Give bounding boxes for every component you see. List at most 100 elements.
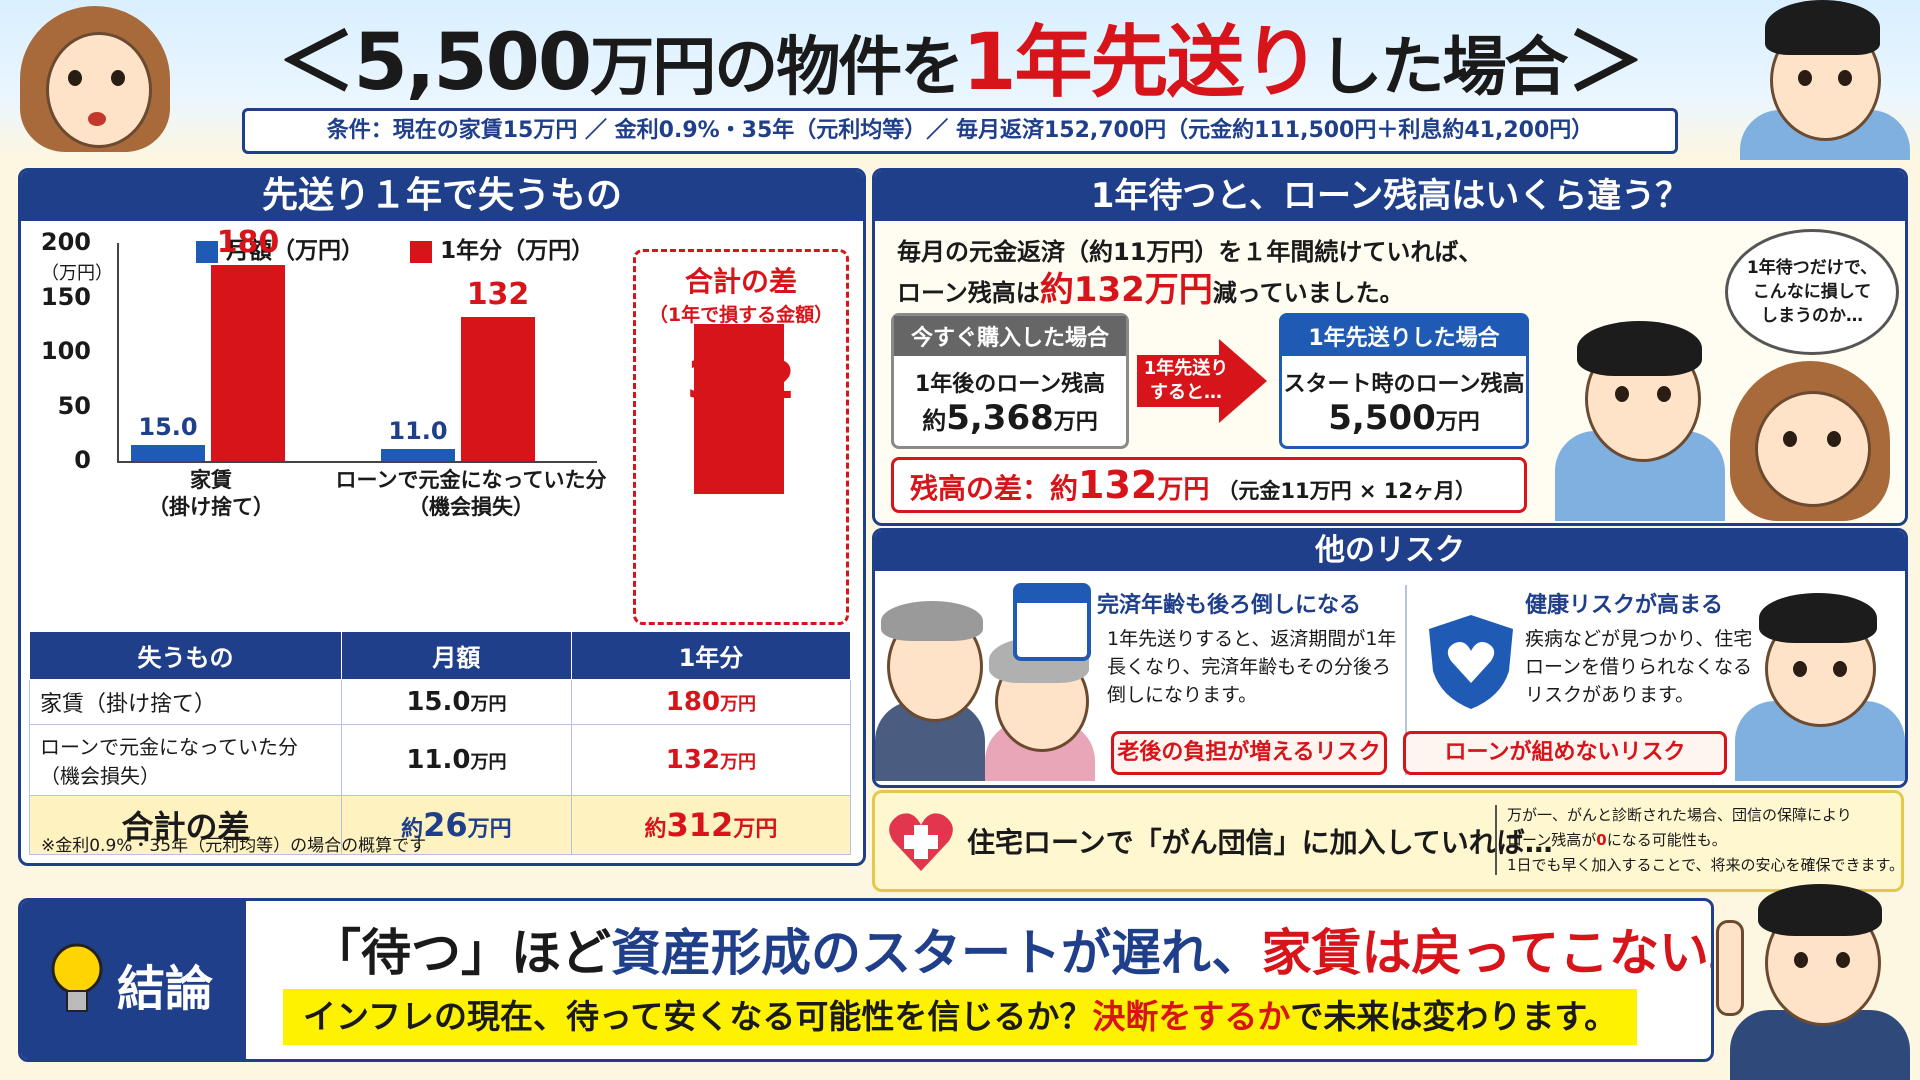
bar-value-label: 15.0 <box>138 412 198 441</box>
row-item: 家賃（掛け捨て） <box>29 679 342 725</box>
lightbulb-icon <box>49 941 105 1021</box>
conclusion-panel: 結論 「待つ」ほど資産形成のスタートが遅れ、家賃は戻ってこない。 インフレの現在… <box>18 898 1714 1062</box>
x-category-label: ローンで元金になっていた分 （機会損失） <box>335 468 607 519</box>
x-category-label: 家賃 （掛け捨て） <box>148 468 274 519</box>
legend-swatch-monthly <box>196 240 218 263</box>
total-diff-box: 合計の差 （1年で損する金額） 万円 312 <box>633 249 849 625</box>
buy-now-line1: 1年後のローン残高 <box>914 372 1106 397</box>
risk-health-head: 健康リスクが高まる <box>1525 593 1724 618</box>
balance-intro: 毎月の元金返済（約11万円）を１年間続けていれば、 ローン残高は約132万円減っ… <box>897 233 1482 312</box>
table-row: ローンで元金になっていた分（機会損失） 11.0万円 132万円 <box>29 724 852 796</box>
loss-panel: 先送り１年で失うもの 月額（万円） 1年分（万円） （万円） 0 50 100 150… <box>18 168 866 866</box>
conditions-bar: 条件：現在の家賃15万円 ／ 金利0.9%・35年（元利均等）／ 毎月返済152… <box>242 108 1678 154</box>
conclusion-label: 結論 <box>117 961 214 1017</box>
footnote: ※金利0.9%・35年（元利均等）の場合の概算です <box>41 836 427 856</box>
cancer-note2: ローン残高が0になる可能性も。 <box>1507 831 1727 849</box>
thought-bubble: 1年待つだけで、こんなに損してしまうのか… <box>1725 229 1899 355</box>
man-pointing-illustration <box>1710 880 1915 1080</box>
th-item: 失うもの <box>29 631 342 680</box>
table-total-row: 合計の差 約26万円 約312万円 <box>29 795 852 855</box>
thought-text: 1年待つだけで、こんなに損してしまうのか… <box>1746 258 1878 326</box>
row-yearly: 132万円 <box>570 724 852 796</box>
conclusion-line2: インフレの現在、待って安くなる可能性を信じるか？決断をするかで未来は変わります。 <box>283 989 1638 1045</box>
heart-plus-icon <box>887 807 955 875</box>
risk-health: 健康リスクが高まる 疾病などが見つかり、住宅ローンを借りられなくなるリスクがあり… <box>1525 587 1755 709</box>
cancer-note: 万が一、がんと診断された場合、団信の保障により ローン残高が0になる可能性も。 … <box>1507 803 1904 878</box>
row-yearly: 180万円 <box>570 679 852 725</box>
balance-panel-title: 1年待つと、ローン残高はいくら違う？ <box>875 171 1905 221</box>
legend-monthly: 月額（万円） <box>226 238 365 264</box>
th-yearly: 1年分 <box>570 631 852 680</box>
row-monthly: 15.0万円 <box>340 679 572 725</box>
bar-value-label: 11.0 <box>388 417 448 445</box>
legend-swatch-yearly <box>410 240 433 263</box>
delay-value: 5,500万円 <box>1328 398 1480 438</box>
risk-age-head: 完済年齢も後ろ倒しになる <box>1097 593 1362 618</box>
woman-surprised-illustration <box>8 2 183 152</box>
intro-line1: 毎月の元金返済（約11万円）を１年間続けていれば、 <box>897 238 1483 266</box>
y-tick-label: 200 <box>40 228 91 256</box>
y-unit-label: （万円） <box>41 263 113 284</box>
balance-panel: 1年待つと、ローン残高はいくら違う？ 毎月の元金返済（約11万円）を１年間続けて… <box>872 168 1908 526</box>
man-worried-illustration <box>1735 581 1905 781</box>
buy-now-box: 今すぐ購入した場合 1年後のローン残高 約5,368万円 <box>891 313 1129 449</box>
total-label: 合計の差 <box>29 795 342 855</box>
total-yearly: 約312万円 <box>570 795 852 855</box>
total-box-title: 合計の差 <box>684 265 797 298</box>
delay-head: 1年先送りした場合 <box>1282 316 1526 356</box>
bar-yearly <box>461 317 535 461</box>
th-monthly: 月額 <box>340 631 572 680</box>
risk-age-tag: 老後の負担が増えるリスク <box>1111 731 1387 775</box>
loss-table: 失うもの 月額 1年分 家賃（掛け捨て） 15.0万円 180万円 ローンで元金… <box>29 631 852 855</box>
buy-now-value: 約5,368万円 <box>922 398 1098 438</box>
arrow-text: 1年先送りすると… <box>1143 358 1229 403</box>
bar-monthly <box>131 444 205 461</box>
conclusion-label-block: 結論 <box>21 901 246 1059</box>
balance-diff: 残高の差：約132万円 （元金11万円 × 12ヶ月） <box>891 457 1527 513</box>
row-item: ローンで元金になっていた分（機会損失） <box>29 724 342 796</box>
calendar-icon <box>1013 583 1091 661</box>
intro-line2: ローン残高は約132万円減っていました。 <box>897 270 1404 310</box>
bar-yearly <box>211 264 285 461</box>
cancer-note3: 1日でも早く加入することで、将来の安心を確保できます。 <box>1507 856 1904 874</box>
table-row: 家賃（掛け捨て） 15.0万円 180万円 <box>29 679 852 725</box>
heart-shield-icon <box>1421 611 1521 711</box>
buy-now-head: 今すぐ購入した場合 <box>894 316 1126 356</box>
cancer-divider <box>1495 805 1497 875</box>
bar-value-label: 180 <box>216 224 280 260</box>
cancer-insurance-strip: 住宅ローンで「がん団信」に加入していれば… 万が一、がんと診断された場合、団信の… <box>872 790 1904 892</box>
bar-chart: 0 50 100 150 200 15.0 180 家賃 （掛け捨て） 11.0 132 ローンで元… <box>21 171 863 651</box>
bar-monthly <box>381 449 455 461</box>
risk-panel: 他のリスク 完済年齢も後ろ倒しになる 1年先送りすると、返済期間が1年長くなり、… <box>872 528 1908 788</box>
cancer-note1: 万が一、がんと診断された場合、団信の保障により <box>1507 806 1852 824</box>
red-arrow-icon: 1年先送りすると… <box>1137 339 1267 423</box>
man-thinking-illustration <box>1730 0 1915 160</box>
couple-worried-illustration <box>1545 321 1895 521</box>
legend-yearly: 1年分（万円） <box>440 238 595 264</box>
page-title: ＜5,500万円の物件を1年先送りした場合＞ <box>277 18 1644 108</box>
risk-health-body: 疾病などが見つかり、住宅ローンを借りられなくなるリスクがあります。 <box>1525 628 1753 706</box>
table-header-row: 失うもの 月額 1年分 <box>29 631 852 680</box>
total-monthly: 約26万円 <box>340 795 572 855</box>
risk-divider <box>1405 585 1407 775</box>
risk-age-body: 1年先送りすると、返済期間が1年長くなり、完済年齢もその分後ろ倒しになります。 <box>1107 628 1397 706</box>
conclusion-line1: 「待つ」ほど資産形成のスタートが遅れ、家賃は戻ってこない。 <box>311 924 1714 982</box>
risk-panel-title: 他のリスク <box>875 531 1905 571</box>
x-axis <box>117 461 597 463</box>
total-bar <box>694 323 784 494</box>
risk-health-tag: ローンが組めないリスク <box>1403 731 1727 775</box>
total-box-subtitle: （1年で損する金額） <box>648 304 834 326</box>
row-monthly: 11.0万円 <box>340 724 572 796</box>
cancer-lead: 住宅ローンで「がん団信」に加入していれば… <box>967 826 1553 859</box>
delay-box: 1年先送りした場合 スタート時のローン残高 5,500万円 <box>1279 313 1529 449</box>
y-tick-label: 50 <box>57 391 91 420</box>
y-tick-label: 150 <box>40 282 91 311</box>
y-tick-label: 100 <box>40 337 91 365</box>
risk-age: 完済年齢も後ろ倒しになる 1年先送りすると、返済期間が1年長くなり、完済年齢もそ… <box>1097 587 1397 709</box>
chart-legend: 月額（万円） 1年分（万円） <box>196 231 594 265</box>
bar-value-label: 132 <box>466 277 530 313</box>
delay-line1: スタート時のローン残高 <box>1283 372 1525 397</box>
y-tick-label: 0 <box>74 446 91 474</box>
loss-panel-title: 先送り１年で失うもの <box>21 171 863 221</box>
y-axis <box>117 243 119 461</box>
